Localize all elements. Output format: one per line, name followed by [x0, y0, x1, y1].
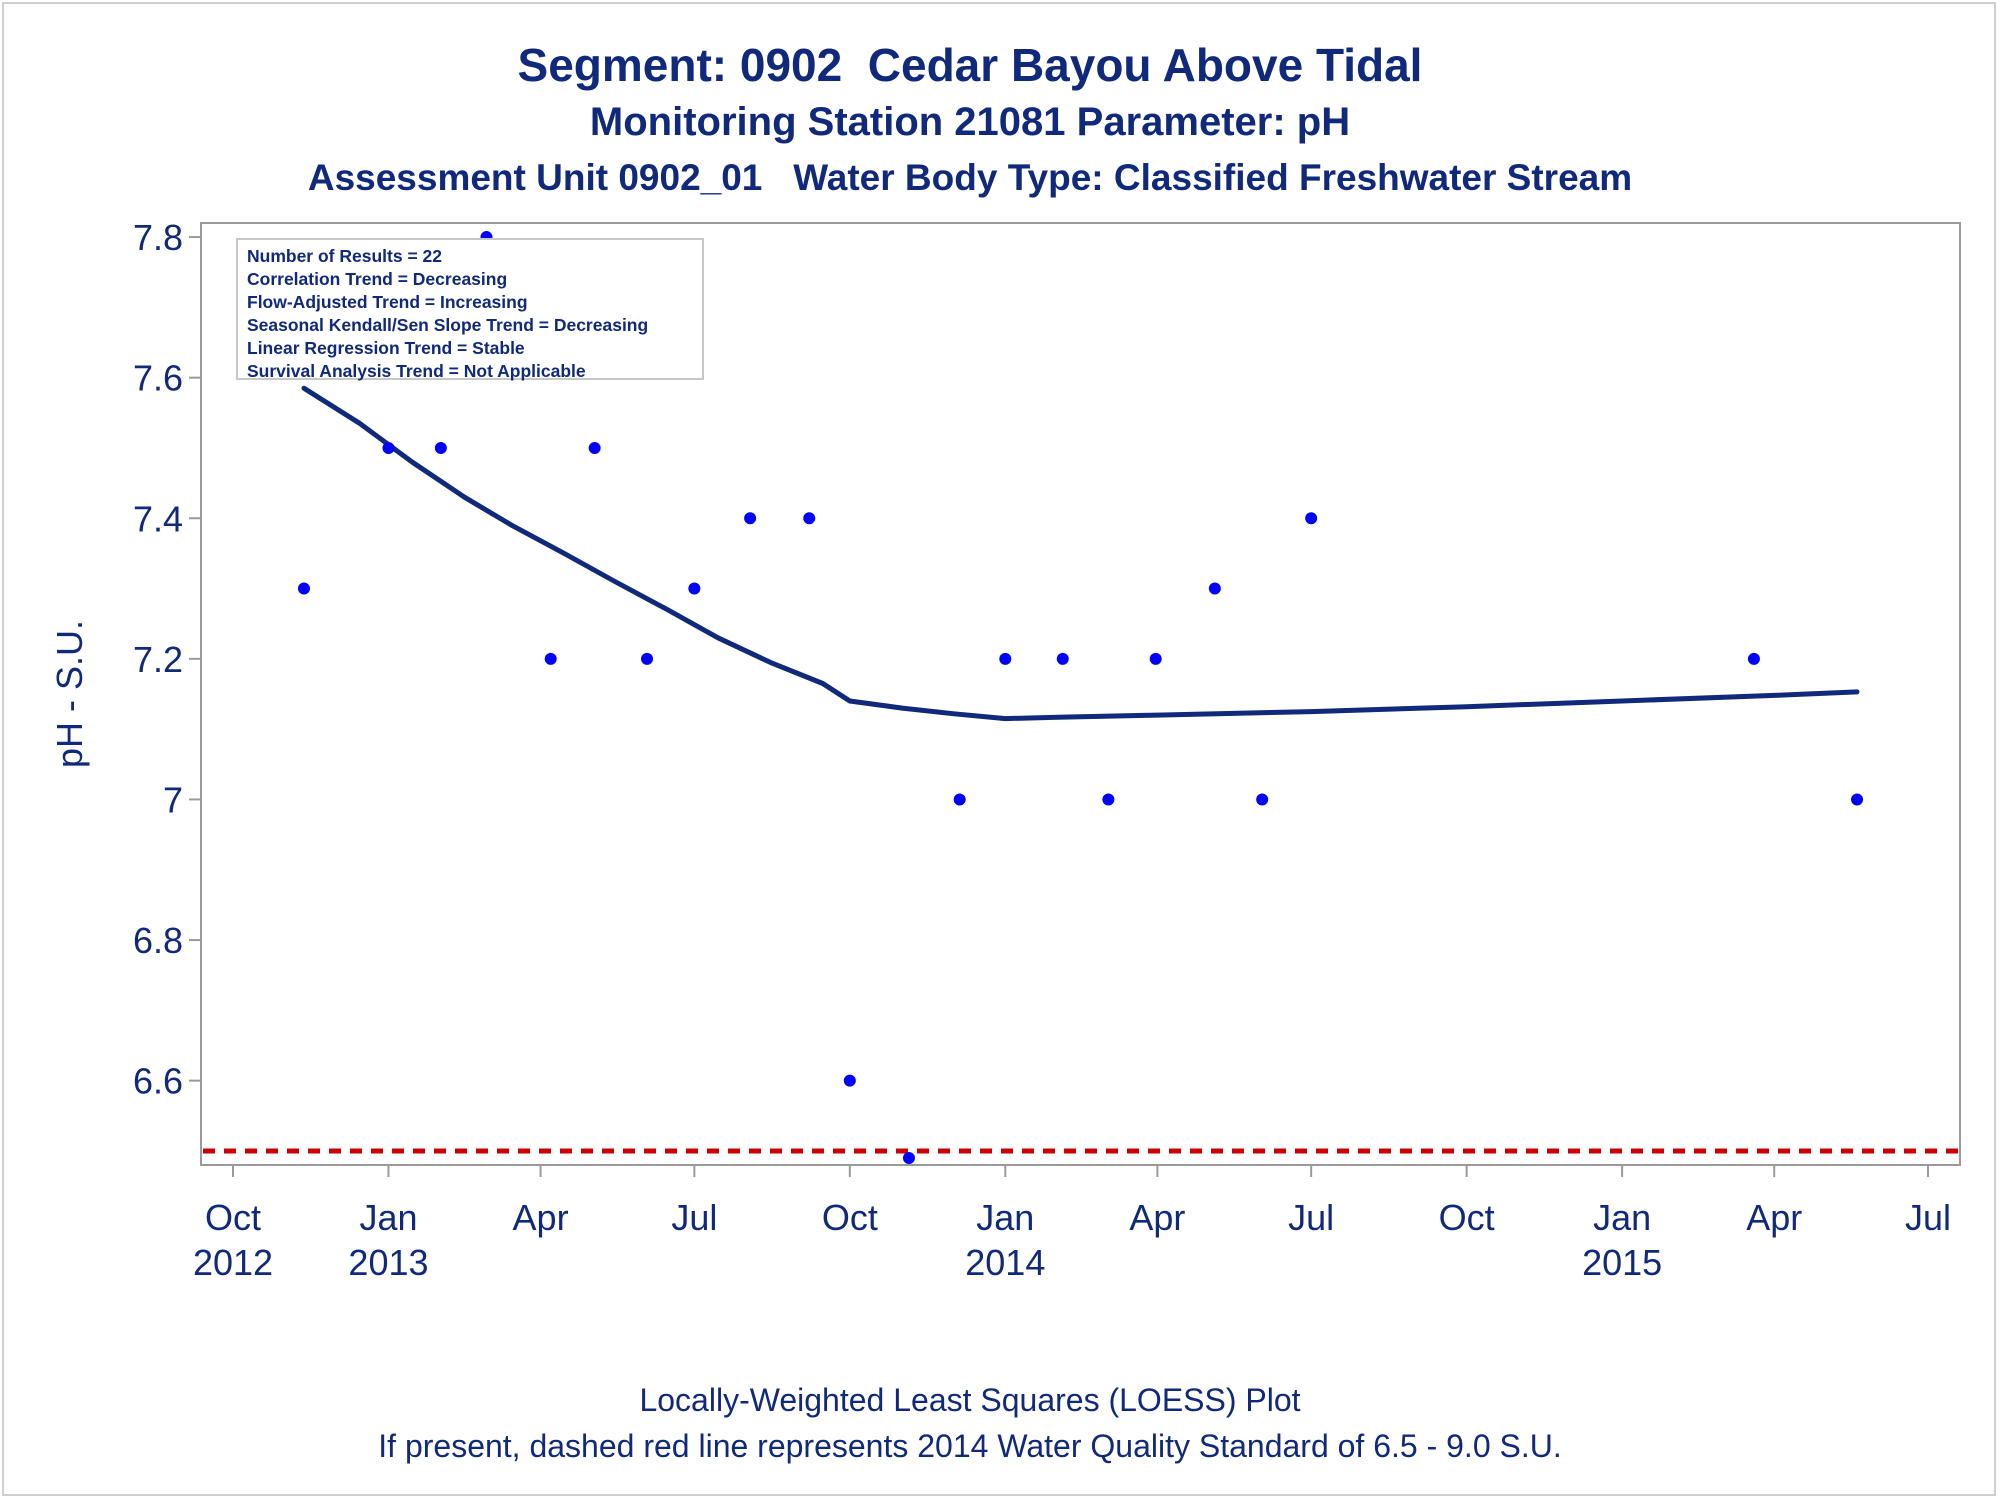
data-point: [999, 652, 1012, 665]
y-tick-label: 6.8: [133, 920, 183, 961]
x-tick-label: Oct: [1439, 1197, 1495, 1238]
x-tick-label: Oct: [822, 1197, 878, 1238]
trend-info-line: Survival Analysis Trend = Not Applicable: [247, 361, 586, 381]
y-axis-title: pH - S.U.: [49, 620, 90, 768]
data-point: [803, 512, 816, 525]
data-point: [953, 793, 966, 806]
data-point: [902, 1151, 915, 1164]
points-layer: [297, 231, 1864, 1164]
chart-subtitle-secondary: Assessment Unit 0902_01 Water Body Type:…: [307, 157, 1633, 198]
x-tick-label: Jul: [1288, 1197, 1334, 1238]
y-tick-label: 7.2: [133, 639, 183, 680]
x-tick-year-label: 2013: [348, 1242, 428, 1283]
footnote-standard: If present, dashed red line represents 2…: [378, 1428, 1562, 1464]
loess-curve: [301, 385, 1860, 722]
chart-subtitle: Monitoring Station 21081 Parameter: pH: [589, 100, 1351, 144]
x-tick-label: Jul: [1905, 1197, 1951, 1238]
data-point: [434, 441, 447, 454]
footnote-method: Locally-Weighted Least Squares (LOESS) P…: [639, 1382, 1301, 1418]
data-point: [1851, 793, 1864, 806]
x-tick-label: Jan: [359, 1197, 417, 1238]
data-point: [1149, 652, 1162, 665]
x-tick-label: Apr: [1746, 1197, 1802, 1238]
data-point: [297, 582, 310, 595]
data-point: [1208, 582, 1221, 595]
data-point: [1747, 652, 1760, 665]
y-tick-label: 7.4: [133, 498, 183, 539]
x-tick-year-label: 2014: [965, 1242, 1045, 1283]
data-point: [641, 652, 654, 665]
trend-info-line: Seasonal Kendall/Sen Slope Trend = Decre…: [247, 315, 649, 335]
y-axis: 6.6 6.8 7 7.2 7.4 7.6 7.8: [133, 217, 201, 1102]
x-tick-label: Apr: [513, 1197, 569, 1238]
trend-info-line: Flow-Adjusted Trend = Increasing: [247, 292, 528, 312]
data-point: [1256, 793, 1269, 806]
data-point: [744, 512, 757, 525]
y-tick-label: 7.6: [133, 358, 183, 399]
x-tick-label: Jan: [976, 1197, 1034, 1238]
data-point: [382, 441, 395, 454]
trend-info-line: Number of Results = 22: [247, 246, 442, 266]
y-tick-label: 6.6: [133, 1061, 183, 1102]
data-point: [544, 652, 557, 665]
trend-info-line: Correlation Trend = Decreasing: [247, 269, 508, 289]
data-point: [688, 582, 701, 595]
data-point: [588, 441, 601, 454]
chart-title: Segment: 0902 Cedar Bayou Above Tidal: [517, 39, 1423, 91]
x-tick-label: Jan: [1593, 1197, 1651, 1238]
y-tick-label: 7: [163, 779, 183, 820]
x-tick-year-label: 2012: [193, 1242, 273, 1283]
plot-area-border: [200, 222, 1961, 1166]
data-point: [843, 1074, 856, 1087]
data-point: [1056, 652, 1069, 665]
y-tick-label: 7.8: [133, 217, 183, 258]
x-tick-year-label: 2015: [1582, 1242, 1662, 1283]
x-tick-label: Jul: [671, 1197, 717, 1238]
x-tick-label: Apr: [1129, 1197, 1185, 1238]
trend-info-box: Number of Results = 22 Correlation Trend …: [236, 238, 704, 381]
x-tick-label: Oct: [205, 1197, 261, 1238]
data-point: [1102, 793, 1115, 806]
loess-layer: [301, 385, 1860, 722]
data-point: [1305, 512, 1318, 525]
trend-info-line: Linear Regression Trend = Stable: [247, 338, 525, 358]
